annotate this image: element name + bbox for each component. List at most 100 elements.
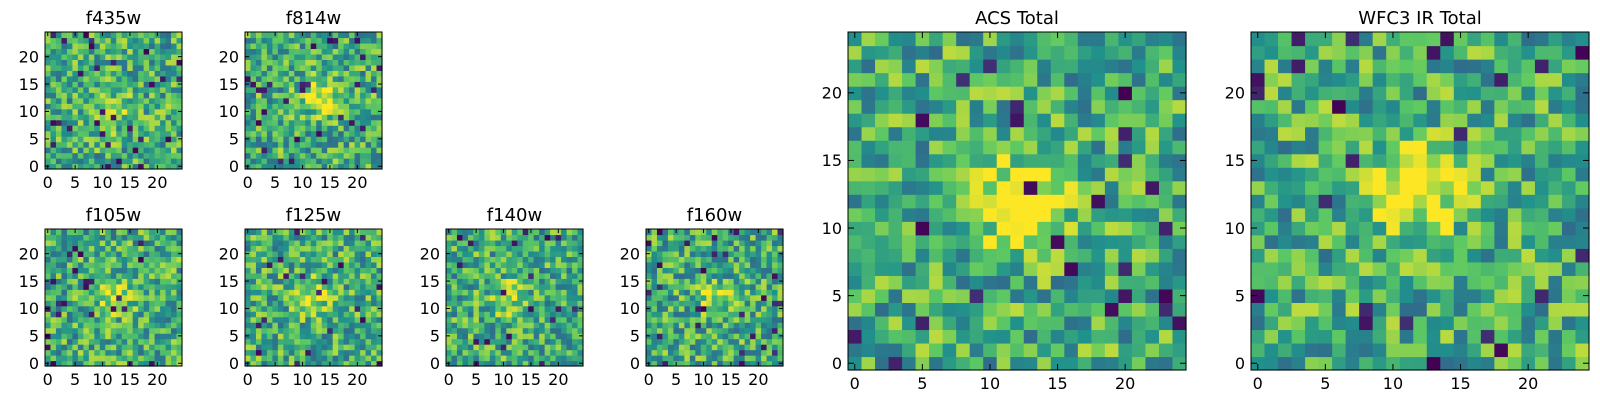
heatmap-cell bbox=[343, 70, 350, 77]
heatmap-cell bbox=[1291, 275, 1306, 290]
x-tick-label: 5 bbox=[70, 173, 80, 192]
heatmap-cell bbox=[646, 261, 653, 268]
heatmap-cell bbox=[99, 130, 106, 137]
heatmap-cell bbox=[577, 256, 584, 263]
heatmap-cell bbox=[83, 278, 90, 285]
heatmap-cell bbox=[495, 360, 502, 367]
heatmap-cell bbox=[110, 125, 117, 132]
heatmap-cell bbox=[1467, 221, 1482, 236]
heatmap-cell bbox=[1172, 248, 1187, 263]
heatmap-cell bbox=[522, 294, 529, 301]
heatmap-cell bbox=[77, 64, 84, 71]
heatmap-cell bbox=[305, 86, 312, 93]
heatmap-cell bbox=[72, 272, 79, 279]
heatmap-cell bbox=[1145, 32, 1160, 47]
heatmap-cell bbox=[154, 86, 161, 93]
heatmap-cell bbox=[316, 300, 323, 307]
heatmap-cell bbox=[522, 234, 529, 241]
heatmap-cell bbox=[848, 248, 863, 263]
heatmap-cell bbox=[744, 278, 751, 285]
heatmap-cell bbox=[277, 349, 284, 356]
heatmap-cell bbox=[506, 261, 513, 268]
heatmap-cell bbox=[1264, 302, 1279, 317]
heatmap-cell bbox=[888, 113, 903, 128]
heatmap-cell bbox=[72, 152, 79, 159]
heatmap-cell bbox=[489, 267, 496, 274]
heatmap-cell bbox=[1077, 356, 1092, 371]
heatmap-cell bbox=[566, 322, 573, 329]
heatmap-cell bbox=[105, 75, 112, 82]
heatmap-cell bbox=[711, 300, 718, 307]
heatmap-cell bbox=[294, 250, 301, 257]
heatmap-cell bbox=[1575, 356, 1590, 371]
heatmap-cell bbox=[376, 42, 383, 50]
heatmap-cell bbox=[327, 37, 334, 44]
heatmap-cell bbox=[456, 311, 464, 318]
heatmap-cell bbox=[1440, 329, 1455, 344]
heatmap-cell bbox=[121, 327, 128, 334]
heatmap-cell bbox=[711, 250, 718, 257]
heatmap-cell bbox=[305, 32, 312, 39]
heatmap-cell bbox=[343, 119, 350, 126]
heatmap-cell bbox=[250, 108, 257, 115]
heatmap-cell bbox=[1359, 167, 1374, 182]
heatmap-cell bbox=[176, 75, 183, 82]
heatmap-cell bbox=[305, 229, 312, 236]
heatmap-cell bbox=[316, 333, 323, 340]
heatmap-cell bbox=[1104, 167, 1119, 182]
heatmap-cell bbox=[544, 305, 551, 312]
heatmap-cell bbox=[722, 322, 729, 329]
heatmap-cell bbox=[354, 42, 361, 50]
heatmap-cell bbox=[1291, 356, 1306, 371]
heatmap-cell bbox=[1077, 288, 1092, 303]
heatmap-cell bbox=[365, 141, 372, 148]
heatmap-cell bbox=[1453, 302, 1468, 317]
heatmap-cell bbox=[902, 180, 917, 195]
heatmap-cell bbox=[343, 32, 350, 39]
heatmap-cell bbox=[266, 32, 273, 39]
heatmap-cell bbox=[94, 322, 101, 329]
heatmap-cell bbox=[929, 275, 944, 290]
heatmap-cell bbox=[349, 272, 356, 279]
heatmap-cell bbox=[294, 305, 301, 312]
heatmap-cell bbox=[1291, 342, 1306, 358]
heatmap-cell bbox=[744, 250, 751, 257]
x-tick-label: 10 bbox=[92, 370, 112, 389]
heatmap-cell bbox=[728, 294, 735, 301]
heatmap-cell bbox=[132, 86, 139, 93]
heatmap-cell bbox=[667, 245, 674, 252]
heatmap-cell bbox=[717, 322, 724, 329]
heatmap-cell bbox=[332, 289, 339, 296]
heatmap-cell bbox=[577, 261, 584, 268]
heatmap-cell bbox=[1037, 59, 1052, 74]
heatmap-cell bbox=[343, 261, 350, 268]
heatmap-cell bbox=[739, 360, 746, 367]
heatmap-cell bbox=[1145, 59, 1160, 74]
heatmap-cell bbox=[272, 311, 279, 318]
heatmap-cell bbox=[50, 239, 57, 247]
heatmap-cell bbox=[160, 234, 167, 241]
heatmap-cell bbox=[1023, 140, 1038, 155]
heatmap-cell bbox=[467, 344, 474, 351]
heatmap-cell bbox=[72, 349, 79, 356]
heatmap-cell bbox=[50, 32, 57, 39]
heatmap-cell bbox=[343, 278, 350, 285]
heatmap-cell bbox=[506, 327, 513, 334]
heatmap-cell bbox=[1145, 248, 1160, 263]
heatmap-cell bbox=[495, 305, 502, 312]
heatmap-cell bbox=[689, 333, 696, 340]
heatmap-cell bbox=[1521, 315, 1536, 331]
heatmap-cell bbox=[983, 32, 998, 47]
heatmap-cell bbox=[255, 163, 263, 170]
heatmap-cell bbox=[1131, 140, 1147, 155]
heatmap-cell bbox=[1480, 302, 1495, 317]
heatmap-cell bbox=[349, 75, 356, 82]
heatmap-cell bbox=[338, 147, 345, 154]
heatmap-cell bbox=[283, 64, 290, 71]
heatmap-cell bbox=[376, 338, 383, 345]
heatmap-cell bbox=[451, 261, 458, 268]
heatmap-cell bbox=[50, 300, 57, 307]
heatmap-cell bbox=[1440, 315, 1455, 331]
heatmap-cell bbox=[1172, 72, 1187, 87]
heatmap-cell bbox=[733, 322, 740, 329]
